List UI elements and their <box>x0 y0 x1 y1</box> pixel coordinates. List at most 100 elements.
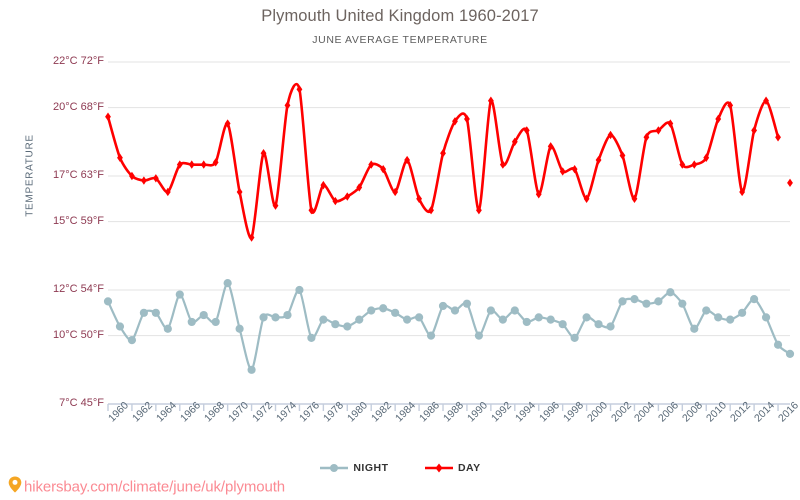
data-point[interactable] <box>438 301 448 311</box>
data-point[interactable] <box>594 320 603 329</box>
data-point[interactable] <box>200 160 207 169</box>
data-point[interactable] <box>738 308 747 317</box>
data-point[interactable] <box>775 133 781 142</box>
data-point[interactable] <box>379 304 388 313</box>
data-point[interactable] <box>522 317 531 327</box>
data-point[interactable] <box>247 365 256 374</box>
data-point[interactable] <box>726 315 735 324</box>
data-point[interactable] <box>105 112 111 121</box>
data-point[interactable] <box>139 308 148 317</box>
data-point[interactable] <box>295 285 304 295</box>
data-point[interactable] <box>416 194 422 203</box>
data-point[interactable] <box>450 306 460 315</box>
source-url[interactable]: hikersbay.com/climate/june/uk/plymouth <box>8 476 285 496</box>
data-point[interactable] <box>199 310 208 320</box>
data-point[interactable] <box>607 130 614 140</box>
data-point[interactable] <box>739 187 746 197</box>
data-point[interactable] <box>714 313 723 322</box>
data-point[interactable] <box>559 167 566 176</box>
data-point[interactable] <box>679 160 686 169</box>
data-point[interactable] <box>570 333 579 342</box>
data-point[interactable] <box>773 340 783 349</box>
data-point[interactable] <box>426 331 436 340</box>
data-point[interactable] <box>618 297 627 306</box>
data-point[interactable] <box>558 320 567 329</box>
data-point[interactable] <box>619 151 626 160</box>
data-point[interactable] <box>115 322 125 331</box>
data-point[interactable] <box>643 133 650 142</box>
data-point[interactable] <box>368 160 375 169</box>
data-point[interactable] <box>296 85 303 94</box>
data-point[interactable] <box>320 180 327 190</box>
data-point[interactable] <box>476 206 482 215</box>
data-point[interactable] <box>343 322 352 331</box>
data-point[interactable] <box>667 119 674 128</box>
data-point[interactable] <box>284 101 291 110</box>
data-point[interactable] <box>103 297 113 306</box>
data-point[interactable] <box>691 160 698 169</box>
data-point[interactable] <box>271 313 280 322</box>
data-point[interactable] <box>715 114 722 124</box>
data-point[interactable] <box>235 324 244 333</box>
data-point[interactable] <box>428 206 434 215</box>
data-point[interactable] <box>642 299 651 308</box>
data-point[interactable] <box>117 153 123 162</box>
data-point[interactable] <box>654 297 663 306</box>
data-point[interactable] <box>211 317 220 327</box>
data-point[interactable] <box>260 149 267 158</box>
data-point[interactable] <box>655 126 662 135</box>
data-point[interactable] <box>283 310 292 320</box>
data-point[interactable] <box>403 315 412 324</box>
data-point[interactable] <box>308 206 315 215</box>
data-point[interactable] <box>631 194 638 203</box>
legend-item-day[interactable]: DAY <box>424 462 481 474</box>
data-point[interactable] <box>175 290 184 299</box>
data-point[interactable] <box>367 306 376 315</box>
data-point[interactable] <box>785 349 795 358</box>
data-point[interactable] <box>331 320 340 329</box>
data-point[interactable] <box>452 117 458 126</box>
data-point[interactable] <box>344 192 351 201</box>
data-point[interactable] <box>307 333 316 342</box>
data-point[interactable] <box>546 315 555 324</box>
data-point[interactable] <box>595 155 602 165</box>
data-point[interactable] <box>332 196 339 206</box>
data-point[interactable] <box>440 149 446 158</box>
data-point[interactable] <box>212 158 219 167</box>
data-point[interactable] <box>236 187 243 197</box>
data-point[interactable] <box>224 119 231 128</box>
data-point[interactable] <box>127 336 137 345</box>
data-point[interactable] <box>272 201 279 210</box>
data-point[interactable] <box>751 126 758 135</box>
data-point[interactable] <box>223 279 232 288</box>
data-point[interactable] <box>487 96 494 105</box>
data-point[interactable] <box>702 306 711 315</box>
data-point[interactable] <box>547 142 554 151</box>
data-point[interactable] <box>690 324 699 333</box>
data-point[interactable] <box>152 174 159 183</box>
data-point[interactable] <box>727 101 734 110</box>
data-point[interactable] <box>355 315 364 324</box>
data-point[interactable] <box>464 114 470 124</box>
data-point[interactable] <box>630 295 639 304</box>
data-point[interactable] <box>523 126 530 135</box>
data-point[interactable] <box>129 171 135 181</box>
data-point[interactable] <box>474 331 484 340</box>
data-point[interactable] <box>163 324 172 333</box>
data-point[interactable] <box>787 178 793 188</box>
data-point[interactable] <box>535 190 542 199</box>
data-point[interactable] <box>606 322 615 331</box>
data-point[interactable] <box>511 137 518 146</box>
data-point[interactable] <box>583 194 590 203</box>
data-point[interactable] <box>380 164 387 174</box>
data-point[interactable] <box>703 153 710 162</box>
data-point[interactable] <box>151 308 160 317</box>
data-point[interactable] <box>391 308 400 317</box>
data-point[interactable] <box>319 315 328 324</box>
data-point[interactable] <box>356 183 363 192</box>
data-point[interactable] <box>404 155 411 165</box>
data-point[interactable] <box>164 187 171 197</box>
data-point[interactable] <box>571 164 578 174</box>
data-point[interactable] <box>414 313 424 322</box>
data-point[interactable] <box>462 299 472 308</box>
